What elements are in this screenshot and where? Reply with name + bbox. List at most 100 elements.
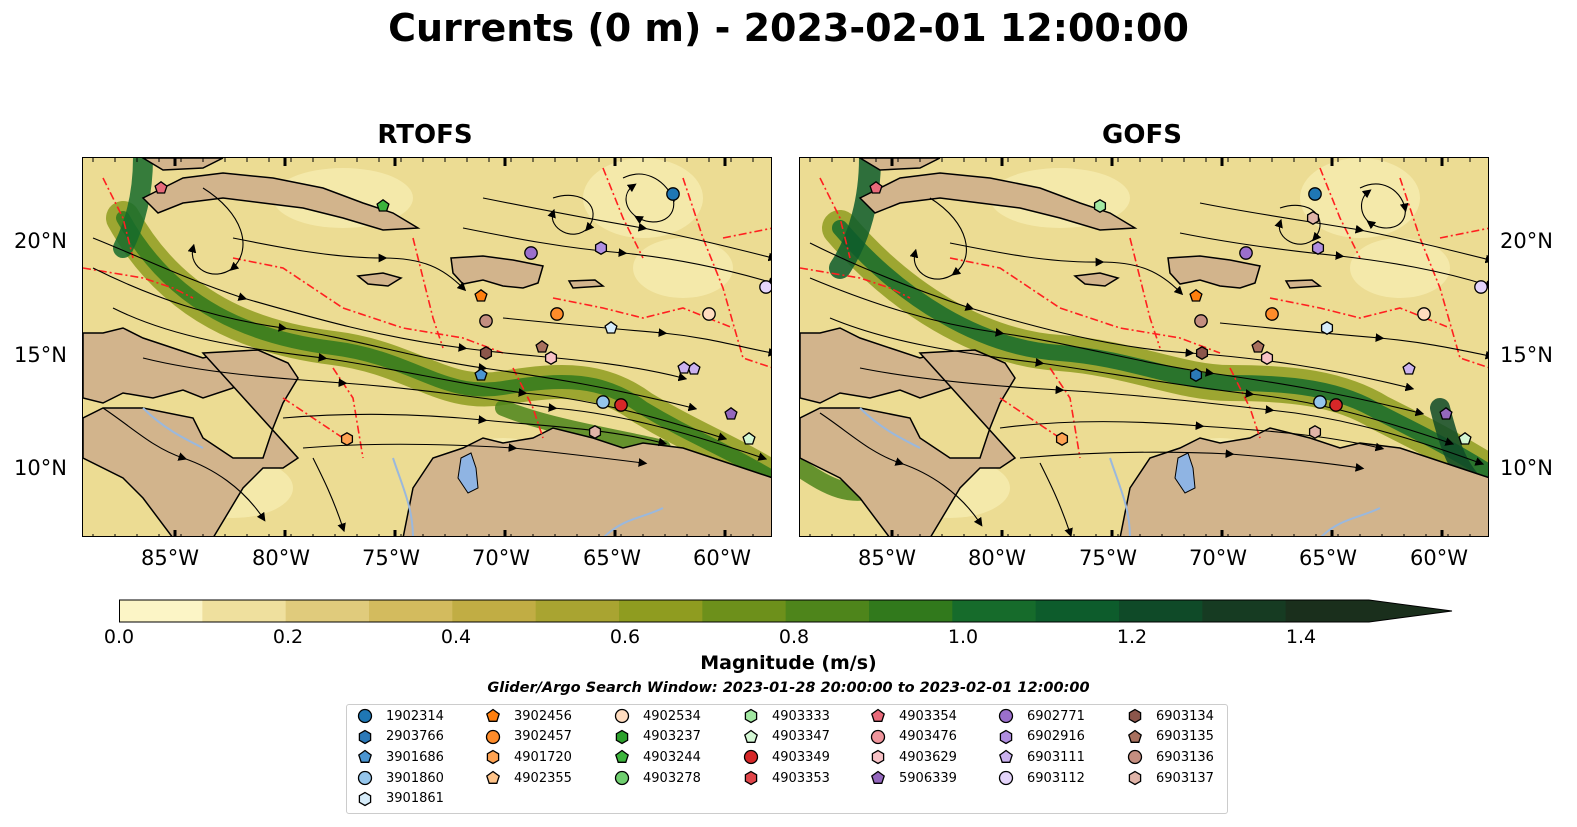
circle-marker-icon	[485, 729, 501, 744]
pentagon-marker-icon	[871, 708, 885, 722]
legend-item: 6903111	[996, 747, 1085, 767]
float-marker	[1306, 211, 1320, 225]
colorbar-segment	[869, 600, 953, 622]
colorbar-tick-label: 0.8	[778, 626, 810, 648]
legend-label: 6903135	[1156, 729, 1214, 745]
float-marker	[1308, 187, 1322, 201]
legend-marker	[1128, 770, 1142, 786]
legend-item: 4903237	[612, 727, 701, 747]
float-marker	[1195, 346, 1209, 360]
lat-tick-label: 10°N	[1500, 456, 1553, 480]
river	[1320, 507, 1381, 536]
streamline	[1274, 204, 1322, 245]
streamline	[232, 237, 467, 292]
colorbar-segment	[702, 600, 787, 622]
legend-item: 6902771	[996, 706, 1085, 726]
legend-label: 4903244	[643, 749, 701, 765]
legend-marker	[486, 750, 500, 765]
legend-marker	[486, 708, 500, 722]
pentagon-marker-icon	[486, 708, 500, 722]
legend-marker	[744, 770, 758, 786]
legend-label: 3901860	[386, 770, 444, 786]
colorbar-tick-label: 1.4	[1285, 626, 1317, 648]
streamline	[622, 173, 676, 225]
pentagon-marker-icon	[358, 750, 372, 764]
eez-boundary	[949, 257, 1061, 309]
legend-item: 4902534	[612, 706, 701, 726]
float-marker	[724, 406, 738, 420]
colorbar-segment	[452, 600, 537, 622]
legend-item: 3901861	[355, 789, 444, 809]
eez-boundary	[232, 257, 344, 309]
legend-item: 4903354	[868, 706, 957, 726]
legend-marker	[614, 770, 630, 786]
legend-item: 3901860	[355, 768, 444, 788]
puerto-rico-land	[567, 279, 606, 289]
float-marker	[535, 339, 549, 353]
legend-title: Glider/Argo Search Window: 2023-01-28 20…	[487, 680, 1090, 696]
legend-label: 4903237	[643, 729, 701, 745]
legend-item: 1902314	[355, 706, 444, 726]
float-marker	[1417, 307, 1431, 321]
lon-tick-label: 60°W	[1410, 546, 1468, 570]
float-marker	[702, 307, 716, 321]
legend: 1902314 2903766 3901686 3901860 3901861 39024…	[346, 704, 1228, 814]
hexagon-marker-icon	[744, 708, 758, 724]
float-marker	[1474, 280, 1488, 294]
colorbar-segment	[1202, 600, 1287, 622]
legend-marker	[357, 770, 373, 786]
pentagon-marker-icon	[999, 750, 1013, 764]
map-panel-gofs[interactable]	[799, 157, 1489, 537]
circle-marker-icon	[614, 770, 630, 786]
circle-marker-icon	[870, 729, 886, 744]
panel-title-rtofs: RTOFS	[377, 120, 473, 150]
streamline	[312, 457, 346, 533]
streamline	[819, 412, 983, 527]
legend-label: 4903629	[899, 749, 957, 765]
legend-marker	[871, 708, 885, 722]
eez-boundary	[1319, 167, 1361, 259]
legend-marker	[999, 729, 1013, 744]
colorbar-tick-label: 1.2	[1116, 626, 1148, 648]
circle-marker-icon	[998, 770, 1014, 786]
legend-item: 2903766	[355, 727, 444, 747]
map-panel-rtofs[interactable]	[82, 157, 772, 537]
hexagon-marker-icon	[615, 729, 629, 744]
legend-marker	[871, 750, 885, 765]
hexagon-marker-icon	[1128, 770, 1142, 786]
eez-boundary	[819, 177, 851, 259]
colorbar-tick-label: 0.4	[440, 626, 472, 648]
float-marker	[544, 351, 558, 365]
streamline	[1179, 232, 1488, 289]
current-band	[113, 158, 153, 258]
lat-tick-label: 10°N	[14, 456, 67, 480]
colorbar-extend-arrow	[1369, 600, 1452, 622]
eez-boundary	[83, 267, 194, 299]
legend-label: 4903333	[772, 708, 830, 724]
legend-label: 6902771	[1027, 708, 1085, 724]
lon-tick-label: 60°W	[693, 546, 751, 570]
pentagon-marker-icon	[486, 770, 500, 785]
colorbar	[119, 599, 1453, 623]
colorbar-segment	[1035, 600, 1120, 622]
circle-marker-icon	[1127, 750, 1143, 765]
float-marker	[474, 288, 488, 302]
float-marker	[594, 241, 608, 255]
eez-boundary	[602, 167, 644, 259]
cuba-land	[858, 172, 1138, 231]
colorbar-segment	[619, 600, 703, 622]
lat-tick-label: 15°N	[1500, 343, 1553, 367]
float-marker	[1439, 406, 1453, 420]
float-marker	[614, 398, 628, 412]
float-marker	[759, 280, 771, 294]
float-marker	[1093, 199, 1107, 213]
legend-marker	[743, 750, 759, 765]
float-marker	[1320, 321, 1334, 335]
legend-label: 3902456	[514, 708, 572, 724]
cuba-land	[141, 172, 421, 231]
streamline	[1359, 183, 1409, 230]
legend-label: 4903354	[899, 708, 957, 724]
float-marker	[1313, 395, 1327, 409]
float-marker	[376, 198, 390, 212]
legend-marker	[358, 729, 372, 744]
